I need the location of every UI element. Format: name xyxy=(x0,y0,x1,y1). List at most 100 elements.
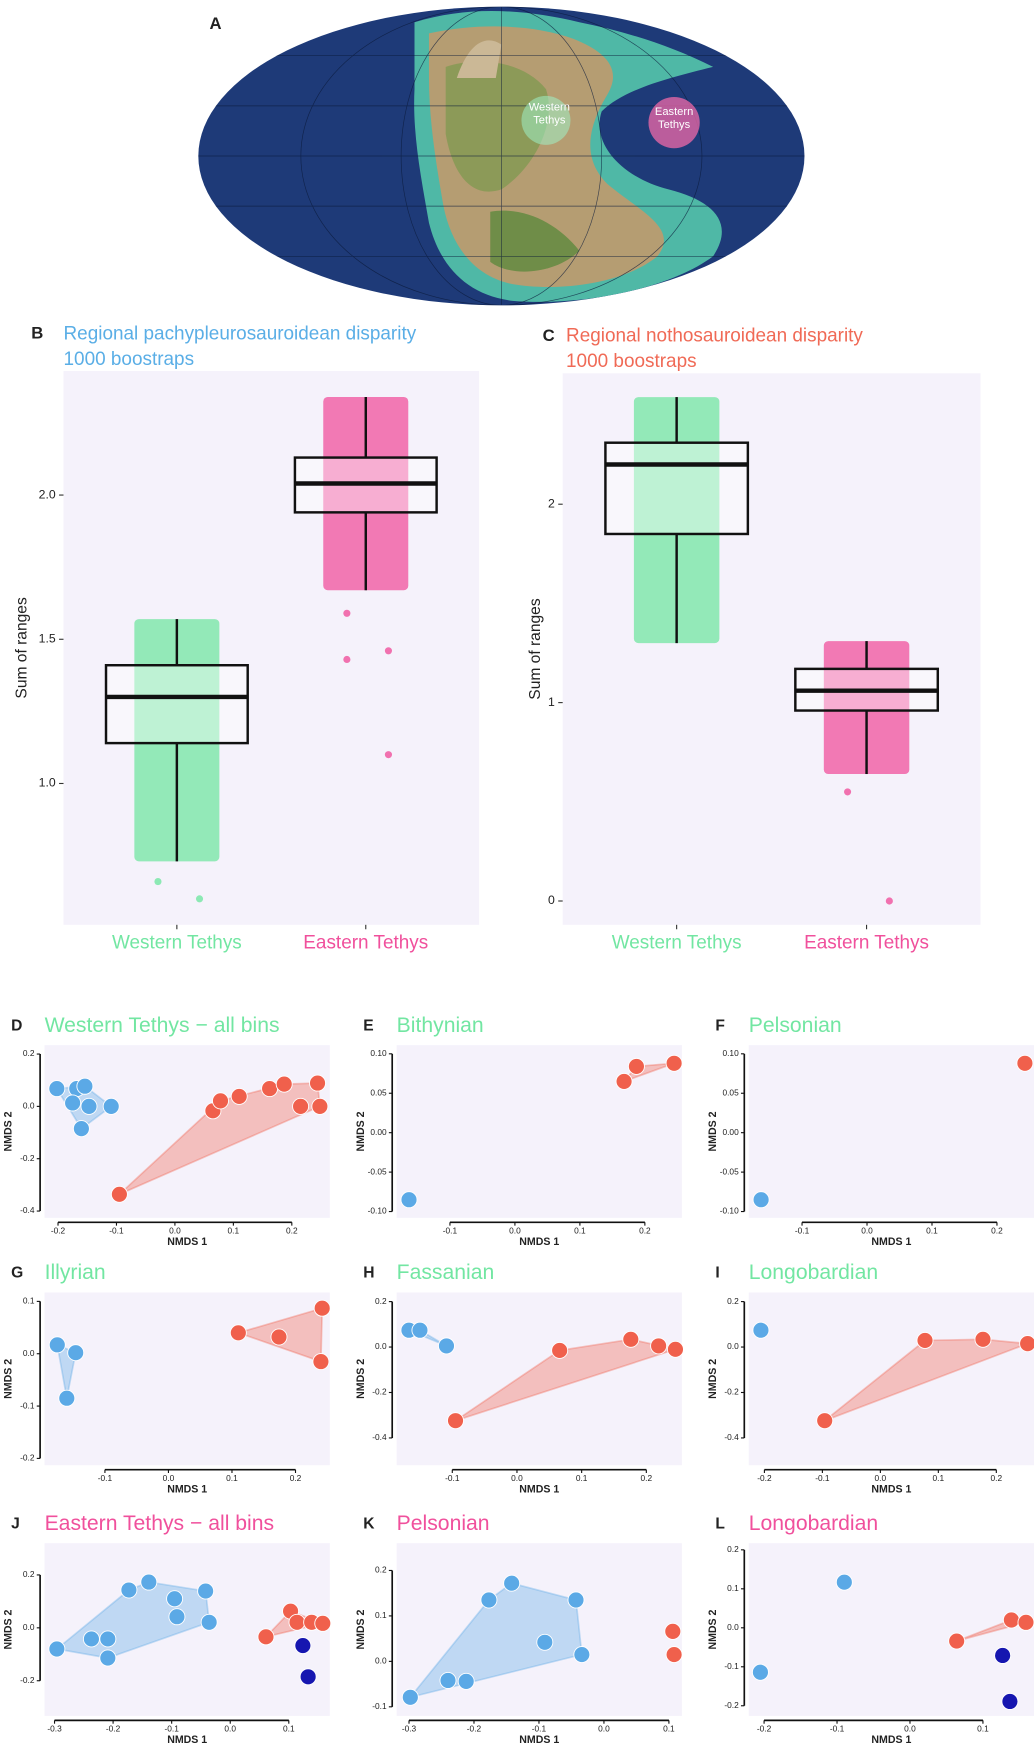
outlier-point xyxy=(154,878,161,885)
point xyxy=(300,1669,316,1685)
y-tick-label: 1.0 xyxy=(39,776,56,790)
point xyxy=(100,1650,116,1666)
chart-title: Longobardian xyxy=(749,1261,878,1284)
y-tick-label: -0.2 xyxy=(372,1387,387,1397)
point xyxy=(568,1592,584,1608)
outlier-point xyxy=(385,751,392,758)
x-tick-label: 0.1 xyxy=(933,1473,945,1483)
x-axis-label: NMDS 1 xyxy=(519,1484,559,1496)
x-tick-label: 0.0 xyxy=(224,1723,236,1733)
x-tick-label: 0.2 xyxy=(991,1473,1003,1483)
y-tick-label: -0.05 xyxy=(720,1166,739,1176)
x-axis-label: NMDS 1 xyxy=(519,1734,559,1746)
y-tick-label: 0.2 xyxy=(23,1569,35,1579)
point xyxy=(100,1631,116,1647)
chart-subtitle: 1000 boostraps xyxy=(566,351,697,372)
y-tick-label: 0.2 xyxy=(23,1048,35,1058)
panel-letter: F xyxy=(715,1017,725,1034)
point xyxy=(537,1634,553,1650)
y-axis-label: NMDS 2 xyxy=(707,1359,719,1399)
point xyxy=(59,1390,75,1406)
x-tick-label: -0.2 xyxy=(467,1723,482,1733)
x-tick-label: 0.1 xyxy=(926,1225,938,1235)
point xyxy=(230,1325,246,1341)
box xyxy=(605,443,747,534)
point xyxy=(623,1331,639,1347)
y-tick-label: 0.2 xyxy=(375,1565,387,1575)
panel-letter: D xyxy=(11,1017,22,1034)
point xyxy=(49,1641,65,1657)
figure: A WesternTethys EasternTethys BRegional … xyxy=(0,0,1034,1748)
box xyxy=(106,665,248,743)
panel-letter: A xyxy=(209,14,221,33)
x-tick-label: -0.2 xyxy=(757,1473,772,1483)
y-tick-label: 1.5 xyxy=(39,632,56,646)
chart-title: Eastern Tethys − all bins xyxy=(45,1512,275,1535)
point xyxy=(917,1332,933,1348)
point xyxy=(665,1623,681,1639)
region-label: EasternTethys xyxy=(655,106,693,131)
x-tick-label: -0.1 xyxy=(98,1473,113,1483)
point xyxy=(198,1583,214,1599)
x-tick-label: -0.3 xyxy=(402,1723,417,1733)
point xyxy=(103,1098,119,1114)
y-tick-label: -0.05 xyxy=(368,1166,387,1176)
point xyxy=(295,1638,311,1654)
point xyxy=(167,1591,183,1607)
y-tick-label: 0.1 xyxy=(23,1296,35,1306)
x-tick-label: 0.0 xyxy=(509,1225,521,1235)
point xyxy=(651,1338,667,1354)
point xyxy=(574,1647,590,1663)
y-tick-label: -0.2 xyxy=(20,1153,35,1163)
x-tick-label: 0.1 xyxy=(283,1723,295,1733)
point xyxy=(169,1609,185,1625)
point xyxy=(667,1341,683,1357)
point xyxy=(753,1192,769,1208)
y-tick-label: 0.1 xyxy=(375,1610,387,1620)
y-tick-label: 0 xyxy=(548,893,555,907)
panel-letter: J xyxy=(11,1515,20,1532)
x-tick-label: -0.2 xyxy=(51,1225,66,1235)
point xyxy=(271,1329,287,1345)
chart-title: Pelsonian xyxy=(749,1014,842,1037)
point xyxy=(438,1338,454,1354)
point xyxy=(77,1078,93,1094)
x-tick-label: 0.0 xyxy=(163,1473,175,1483)
point xyxy=(949,1633,965,1649)
y-tick-label: 0.05 xyxy=(370,1087,387,1097)
y-tick-label: 2.0 xyxy=(39,487,56,501)
outlier-point xyxy=(196,895,203,902)
outlier-point xyxy=(886,897,893,904)
point xyxy=(1002,1693,1018,1709)
point xyxy=(458,1673,474,1689)
x-tick-label: -0.1 xyxy=(815,1473,830,1483)
plot-background xyxy=(64,371,480,925)
y-tick-label: 0.00 xyxy=(370,1127,387,1137)
chart-title: Illyrian xyxy=(45,1261,106,1284)
panel-letter: I xyxy=(715,1265,719,1282)
outlier-point xyxy=(343,610,350,617)
x-tick-label: 0.2 xyxy=(639,1225,651,1235)
panel-letter: G xyxy=(11,1265,23,1282)
point xyxy=(258,1629,274,1645)
point xyxy=(995,1647,1011,1663)
x-tick-label: 0.0 xyxy=(875,1473,887,1483)
point xyxy=(65,1095,81,1111)
point xyxy=(293,1098,309,1114)
x-tick-label: -0.2 xyxy=(106,1723,121,1733)
point xyxy=(1017,1055,1033,1071)
plot-background xyxy=(749,1045,1034,1218)
x-tick-label: 0.0 xyxy=(861,1225,873,1235)
y-tick-label: -0.4 xyxy=(372,1432,387,1442)
point xyxy=(666,1055,682,1071)
x-tick-label: -0.2 xyxy=(757,1723,772,1733)
x-tick-label: 0.2 xyxy=(641,1473,653,1483)
point xyxy=(289,1614,305,1630)
x-tick-label: -0.1 xyxy=(164,1723,179,1733)
y-tick-label: -0.4 xyxy=(20,1205,35,1215)
y-tick-label: 0.05 xyxy=(722,1087,739,1097)
point xyxy=(314,1300,330,1316)
x-tick-label: -0.1 xyxy=(795,1225,810,1235)
panel-letter: C xyxy=(543,326,555,345)
